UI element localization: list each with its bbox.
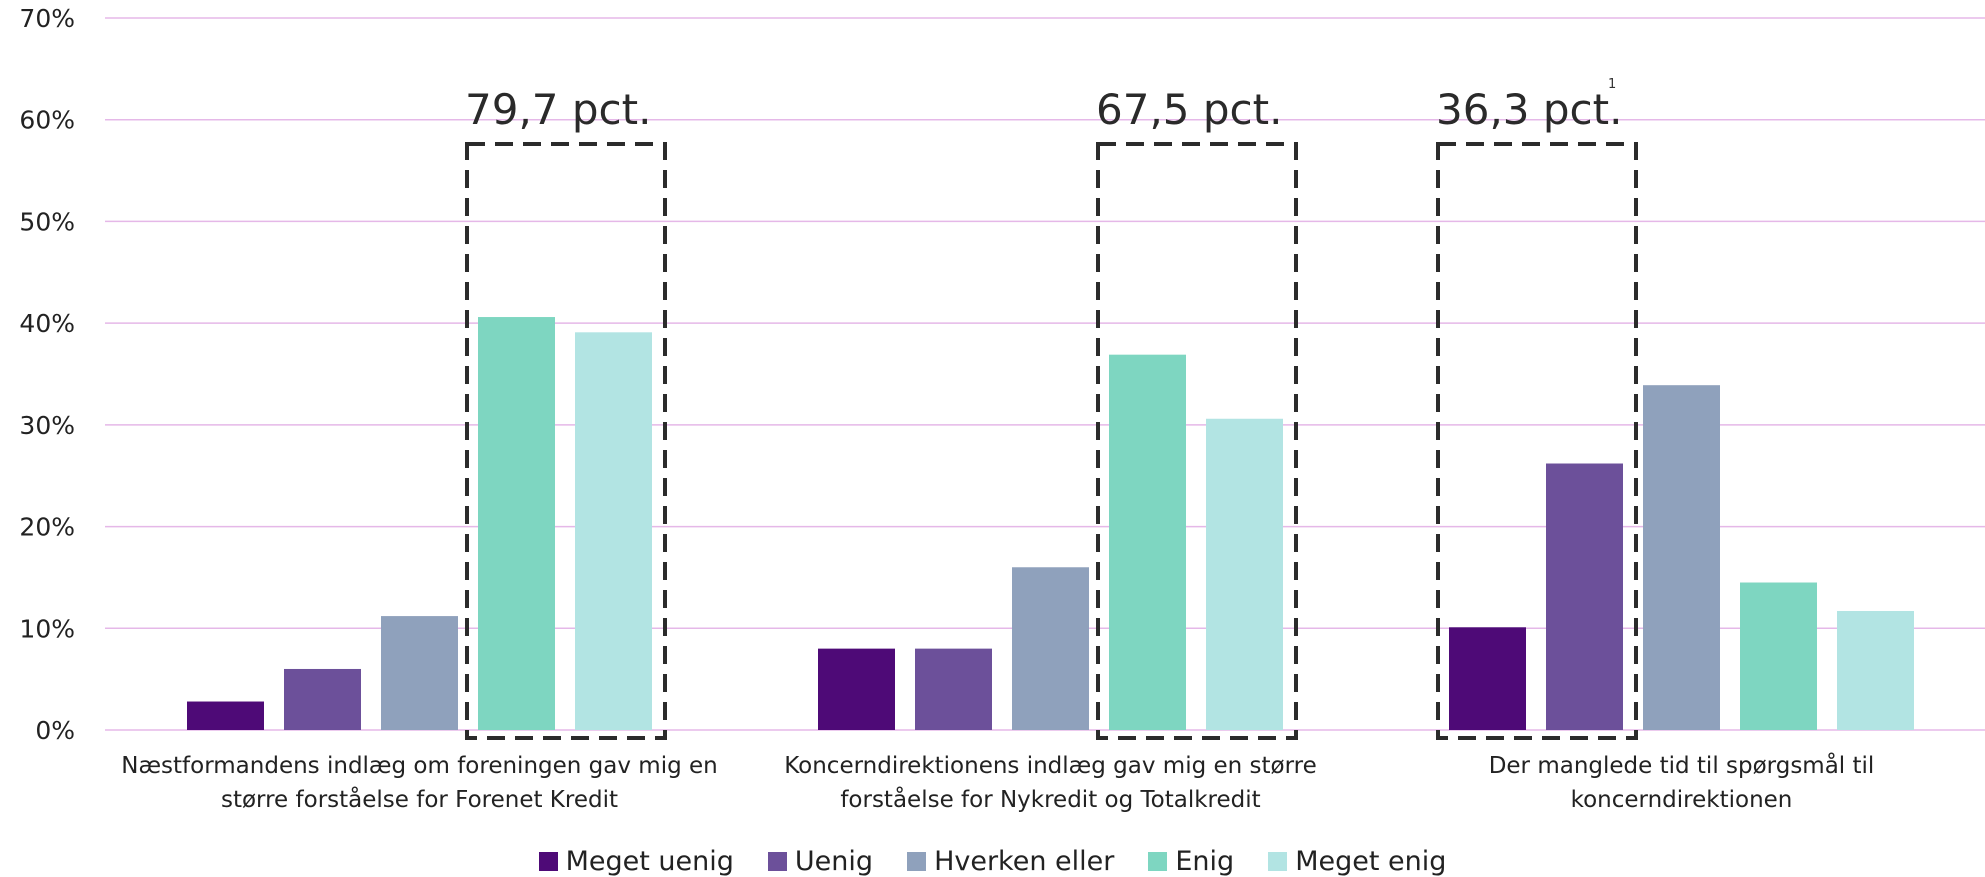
bar-hverken-eller bbox=[1643, 385, 1720, 730]
bar-hverken-eller bbox=[1012, 567, 1089, 730]
legend-swatch bbox=[907, 851, 927, 871]
footnote-marker: 1 bbox=[1608, 77, 1616, 92]
category-label: Koncerndirektionens indlæg gav mig en st… bbox=[784, 753, 1317, 779]
bars bbox=[187, 317, 1914, 730]
y-tick-label: 70% bbox=[19, 4, 75, 33]
bar-meget-enig bbox=[575, 332, 652, 730]
annotation-box bbox=[465, 142, 667, 740]
bar-meget-uenig bbox=[187, 701, 264, 730]
legend-label: Uenig bbox=[794, 845, 874, 877]
bar-meget-uenig bbox=[818, 648, 895, 730]
y-tick-label: 30% bbox=[19, 411, 75, 440]
y-tick-label: 50% bbox=[19, 207, 75, 236]
y-tick-label: 0% bbox=[35, 716, 75, 745]
category-label: koncerndirektionen bbox=[1571, 787, 1793, 813]
legend-label: Enig bbox=[1175, 845, 1235, 877]
bar-uenig bbox=[284, 668, 361, 730]
legend-item: Hverken eller bbox=[907, 846, 1114, 877]
annotation-label: 79,7 pct. bbox=[465, 85, 651, 134]
legend-swatch bbox=[538, 851, 558, 871]
bar-meget-uenig bbox=[1449, 627, 1526, 730]
legend-swatch bbox=[1268, 851, 1288, 871]
category-label: Næstformandens indlæg om foreningen gav … bbox=[121, 753, 717, 779]
bar-uenig bbox=[915, 648, 992, 730]
annotation-box bbox=[1096, 142, 1298, 740]
bar-meget-enig bbox=[1206, 418, 1283, 730]
bar-enig bbox=[1740, 582, 1817, 730]
bar-chart: 0% 10% 20% 30% 40% 50% 60% 70% 79,7 pct. 67,5 pc… bbox=[19, 4, 1985, 813]
category-labels: Næstformandens indlæg om foreningen gav … bbox=[121, 751, 1874, 813]
annotations: 79,7 pct. 67,5 pct. 36,3 pct.1 bbox=[465, 77, 1638, 740]
legend-swatch bbox=[767, 851, 787, 871]
annotation-box bbox=[1436, 142, 1638, 740]
legend-item: Meget enig bbox=[1268, 846, 1446, 877]
legend-label: Meget uenig bbox=[565, 845, 734, 877]
bar-enig bbox=[478, 317, 555, 730]
y-tick-label: 20% bbox=[19, 513, 75, 542]
legend-item: Enig bbox=[1148, 846, 1234, 877]
legend-label: Hverken eller bbox=[934, 845, 1115, 877]
bar-enig bbox=[1109, 354, 1186, 730]
annotation-label: 36,3 pct. bbox=[1436, 85, 1622, 134]
y-tick-label: 10% bbox=[19, 614, 75, 643]
annotation-label: 67,5 pct. bbox=[1096, 85, 1282, 134]
y-tick-label: 40% bbox=[19, 309, 75, 338]
bar-uenig bbox=[1546, 463, 1623, 730]
legend-item: Uenig bbox=[767, 845, 874, 877]
bar-meget-enig bbox=[1837, 610, 1914, 730]
category-label: Der manglede tid til spørgsmål til bbox=[1489, 751, 1875, 779]
legend-swatch bbox=[1148, 851, 1168, 871]
bar-hverken-eller bbox=[381, 616, 458, 730]
legend: Meget uenig Uenig Hverken eller Enig Meget e… bbox=[0, 845, 1985, 877]
category-label: større forståelse for Forenet Kredit bbox=[221, 785, 618, 813]
y-tick-label: 60% bbox=[19, 106, 75, 135]
legend-item: Meget uenig bbox=[538, 845, 734, 877]
y-axis-ticks: 0% 10% 20% 30% 40% 50% 60% 70% bbox=[19, 4, 75, 745]
legend-label: Meget enig bbox=[1295, 845, 1447, 877]
category-label: forståelse for Nykredit og Totalkredit bbox=[840, 785, 1260, 813]
